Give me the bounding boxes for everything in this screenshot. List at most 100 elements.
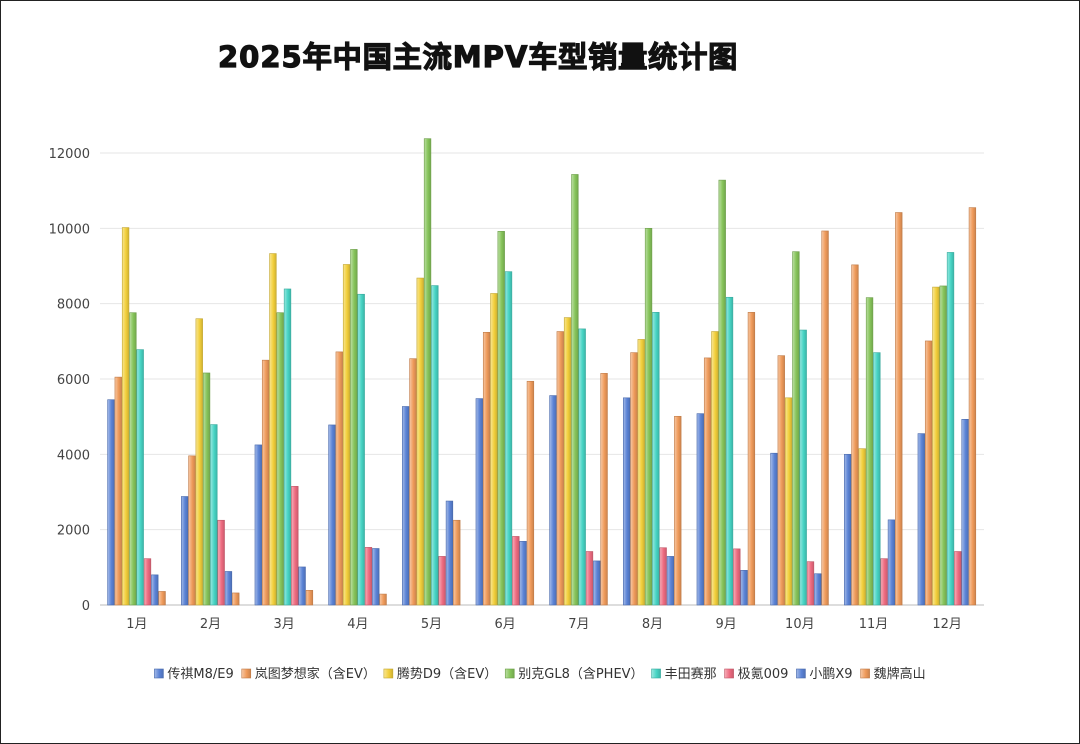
bar xyxy=(291,486,299,606)
bar xyxy=(932,286,940,606)
x-tick-label: 6月 xyxy=(495,617,516,632)
x-tick-label: 3月 xyxy=(274,617,295,632)
legend-swatch xyxy=(154,668,164,679)
bar xyxy=(851,264,859,606)
bar xyxy=(114,376,122,606)
bar xyxy=(107,399,115,606)
bar xyxy=(475,398,483,606)
bar xyxy=(409,358,417,606)
bar xyxy=(269,253,277,606)
bar xyxy=(129,312,137,606)
legend-item: 别克GL8（含PHEV） xyxy=(504,666,644,682)
y-tick-label: 6000 xyxy=(57,373,90,388)
bars xyxy=(107,138,977,606)
x-tick-label: 12月 xyxy=(932,617,962,632)
bar xyxy=(814,573,822,606)
bar xyxy=(490,293,498,606)
bar xyxy=(939,285,947,606)
bar xyxy=(563,317,572,606)
y-tick-label: 0 xyxy=(82,599,90,614)
bar xyxy=(659,547,667,606)
bar xyxy=(431,285,439,606)
y-tick-label: 2000 xyxy=(57,524,90,539)
x-tick-label: 5月 xyxy=(421,617,442,632)
x-tick-label: 7月 xyxy=(568,617,589,632)
bar xyxy=(158,591,166,606)
legend-item: 丰田赛那 xyxy=(651,666,717,682)
bar xyxy=(254,444,262,606)
legend-swatch xyxy=(724,668,734,679)
legend-swatch xyxy=(796,668,806,679)
bar xyxy=(482,331,491,606)
x-tick-label: 4月 xyxy=(347,617,368,632)
bar xyxy=(232,592,240,606)
bar xyxy=(600,373,608,606)
x-tick-label: 10月 xyxy=(785,617,815,632)
legend-swatch xyxy=(383,668,394,679)
bar xyxy=(357,293,365,606)
bar xyxy=(718,179,726,606)
bar xyxy=(733,548,741,606)
bar xyxy=(556,331,564,606)
legend-label: 极氪009 xyxy=(738,666,789,682)
y-tick-label: 12000 xyxy=(49,147,90,162)
legend-label: 丰田赛那 xyxy=(665,666,717,682)
bar xyxy=(445,500,454,606)
bar xyxy=(519,541,527,606)
x-tick-label: 9月 xyxy=(716,617,737,632)
bar xyxy=(858,448,866,606)
legend-label: 传祺M8/E9 xyxy=(167,667,233,682)
grid-lines xyxy=(100,152,984,606)
bar xyxy=(512,536,520,606)
legend-item: 魏牌高山 xyxy=(860,666,926,682)
bar xyxy=(652,312,660,606)
bar xyxy=(674,415,682,606)
bar xyxy=(151,574,159,606)
bar xyxy=(372,548,380,606)
x-tick-label: 11月 xyxy=(859,617,889,632)
bar xyxy=(401,406,410,606)
bar xyxy=(880,558,888,606)
legend-item: 腾势D9（含EV） xyxy=(383,666,497,682)
bar xyxy=(637,339,645,606)
bar xyxy=(725,296,734,606)
bar xyxy=(644,228,653,606)
bar xyxy=(438,556,446,606)
bar xyxy=(946,252,955,606)
legend-label: 腾势D9（含EV） xyxy=(397,666,497,682)
bar xyxy=(630,352,638,606)
bar xyxy=(526,380,535,606)
bar xyxy=(195,318,203,606)
bar xyxy=(261,359,270,606)
bar xyxy=(217,519,225,606)
legend: 传祺M8/E9 岚图梦想家（含EV） 腾势D9（含EV） 别克GL8（含PHEV） 丰田… xyxy=(154,666,926,682)
bar xyxy=(136,349,144,606)
bar xyxy=(283,288,292,606)
bar xyxy=(342,264,351,606)
chart-title: 2025年中国主流MPV车型销量统计图 xyxy=(217,39,739,74)
bar xyxy=(298,566,306,606)
bar xyxy=(622,397,631,606)
bar xyxy=(504,271,513,606)
bar xyxy=(188,455,196,606)
bar xyxy=(571,174,579,606)
bar xyxy=(865,297,874,606)
bar xyxy=(961,419,969,606)
bar xyxy=(121,227,130,606)
bar xyxy=(143,558,152,606)
bar xyxy=(416,277,424,606)
bar xyxy=(696,413,704,606)
bar xyxy=(747,312,756,606)
bar xyxy=(784,397,793,606)
bar xyxy=(335,351,343,606)
bar xyxy=(497,231,505,606)
y-tick-label: 10000 xyxy=(49,222,90,237)
x-tick-label: 1月 xyxy=(126,617,147,632)
bar xyxy=(917,433,925,606)
bar xyxy=(924,340,933,606)
bar xyxy=(350,249,358,606)
legend-swatch xyxy=(860,668,870,679)
legend-label: 小鹏X9 xyxy=(809,667,852,682)
y-tick-label: 8000 xyxy=(57,298,90,313)
